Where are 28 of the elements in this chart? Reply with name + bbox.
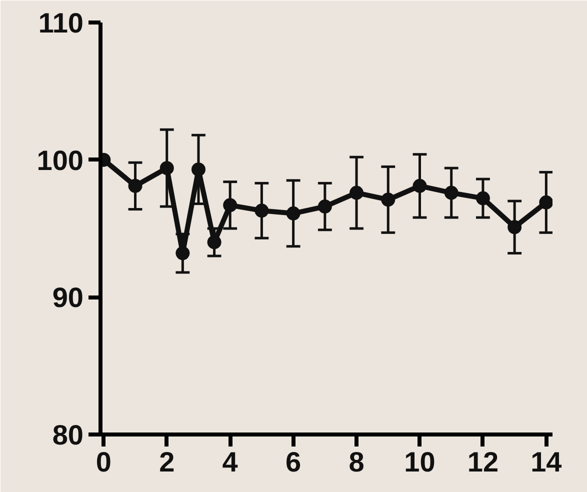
y-tick-label: 90: [52, 282, 84, 314]
x-tick-label: 0: [96, 446, 112, 478]
point: [508, 220, 522, 234]
x-tick-label: 14: [530, 446, 562, 478]
x-tick-label: 12: [467, 446, 499, 478]
x-tick-label: 10: [404, 446, 436, 478]
point: [444, 186, 458, 200]
point: [254, 204, 269, 218]
point: [318, 200, 332, 214]
point: [207, 235, 222, 250]
point: [412, 178, 427, 193]
x-tick-label: 2: [159, 446, 175, 478]
y-tick-label: 100: [36, 144, 84, 176]
point: [539, 195, 552, 210]
x-tick-label: 8: [348, 446, 364, 478]
x-tick-label: 4: [222, 446, 238, 478]
y-tick-label: 80: [52, 420, 84, 450]
point: [128, 178, 142, 193]
point: [350, 186, 364, 200]
point: [381, 192, 396, 207]
x-tick-label: 6: [286, 446, 302, 478]
point: [223, 198, 238, 212]
point: [476, 191, 490, 206]
point: [160, 161, 174, 176]
point: [191, 162, 206, 176]
point: [176, 246, 190, 260]
point: [286, 206, 300, 220]
y-tick-label: 110: [38, 8, 84, 38]
